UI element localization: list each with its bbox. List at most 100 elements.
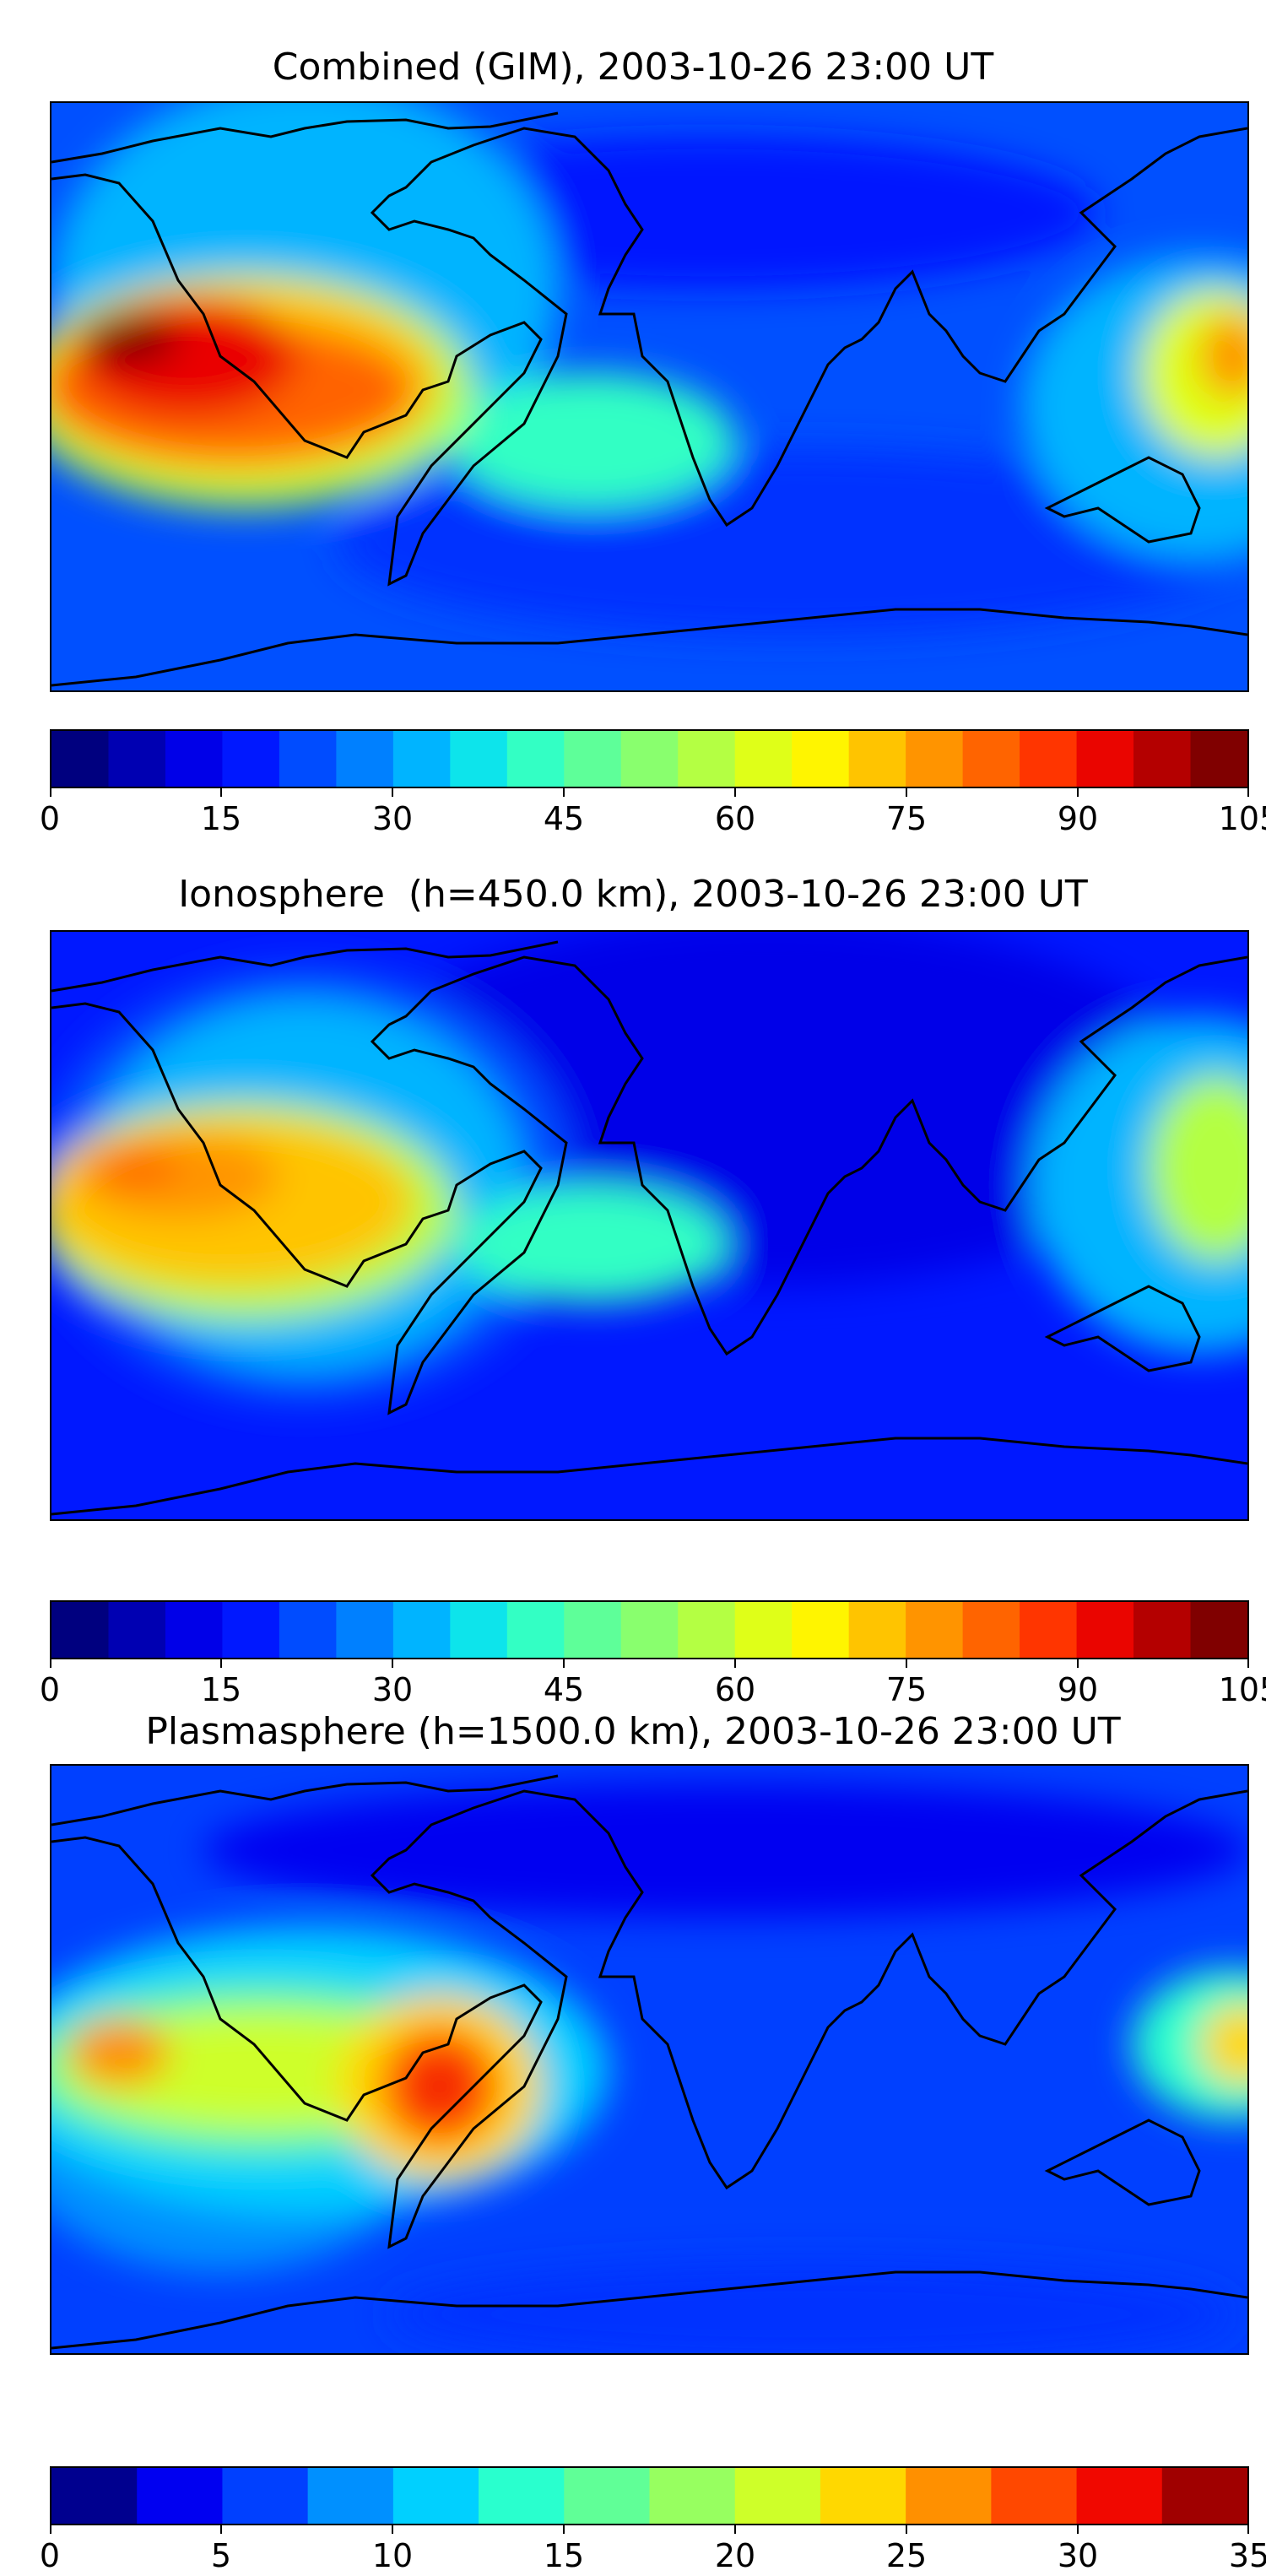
panel-plasmasphere: Plasmasphere (h=1500.0 km), 2003-10-26 2…	[0, 1688, 1266, 2574]
colorbar-tick-label: 30	[371, 800, 414, 837]
colorbar-tick	[734, 2525, 736, 2534]
colorbar-segment	[1076, 2468, 1163, 2524]
colorbar-tick-label: 30	[371, 1671, 414, 1708]
colorbar-segment	[222, 731, 280, 787]
colorbar-segment	[336, 731, 394, 787]
colorbar-tick	[563, 788, 565, 797]
colorbar-segment	[479, 2468, 565, 2524]
colorbar-tick-label: 45	[543, 800, 585, 837]
colorbar-segment	[108, 1602, 166, 1658]
colorbar-segment	[649, 2468, 736, 2524]
colorbar-tick	[563, 2525, 565, 2534]
colorbar-segment	[792, 731, 850, 787]
tec-map-ionosphere	[50, 930, 1249, 1521]
colorbar-tick-label: 90	[1057, 1671, 1099, 1708]
colorbar-tick-label: 25	[885, 2537, 928, 2574]
colorbar-tick	[563, 1659, 565, 1668]
colorbar-segment	[734, 1602, 793, 1658]
colorbar-segment	[1133, 731, 1192, 787]
colorbar-tick	[1247, 1659, 1249, 1668]
colorbar-segment	[450, 731, 508, 787]
map-title: Ionosphere (h=450.0 km), 2003-10-26 23:0…	[178, 873, 1088, 916]
colorbar-segment	[392, 1602, 451, 1658]
colorbar-segment	[165, 1602, 224, 1658]
colorbar-segment	[564, 2468, 651, 2524]
colorbar-segment	[962, 1602, 1020, 1658]
colorbar-tick-label: 45	[543, 1671, 585, 1708]
colorbar-tick	[50, 788, 51, 797]
colorbar-segment	[991, 2468, 1078, 2524]
colorbar-segment	[506, 731, 565, 787]
colorbar-segment	[279, 1602, 337, 1658]
colorbar-tick	[220, 788, 222, 797]
colorbar-segment	[1161, 2468, 1247, 2524]
colorbar-tick-label: 15	[200, 1671, 242, 1708]
colorbar-segment	[51, 731, 110, 787]
colorbar-segment	[792, 1602, 850, 1658]
colorbar-tick	[1077, 1659, 1079, 1668]
colorbar-segment	[222, 2468, 309, 2524]
colorbar-tick	[906, 1659, 907, 1668]
map-title: Combined (GIM), 2003-10-26 23:00 UT	[272, 46, 994, 89]
colorbar-tick	[1247, 788, 1249, 797]
colorbar-ticks: 0 15 30 45 60 75 90 105	[40, 788, 1266, 839]
colorbar-segment	[848, 731, 906, 787]
colorbar-segment	[678, 731, 736, 787]
colorbar	[50, 2466, 1249, 2525]
colorbar-tick	[1077, 2525, 1079, 2534]
colorbar-tick-label: 0	[39, 800, 61, 837]
colorbar-segment	[392, 2468, 479, 2524]
colorbar	[50, 1600, 1249, 1659]
colorbar-segment	[336, 1602, 394, 1658]
colorbar-ticks: 0 15 30 45 60 75 90 105	[40, 1659, 1266, 1710]
colorbar-ticks: 0 5 10 15 20 25 30 35	[40, 2525, 1266, 2576]
colorbar-segment	[848, 1602, 906, 1658]
colorbar-tick-label: 0	[39, 1671, 61, 1708]
colorbar-segment	[620, 1602, 679, 1658]
colorbar-tick-label: 105	[1218, 800, 1266, 837]
colorbar-tick	[392, 788, 393, 797]
colorbar-tick-label: 75	[885, 1671, 928, 1708]
colorbar-tick-label: 60	[714, 800, 756, 837]
tec-map-plasmasphere	[50, 1764, 1249, 2355]
colorbar-tick-label: 75	[885, 800, 928, 837]
colorbar-segment	[620, 731, 679, 787]
colorbar-tick	[906, 788, 907, 797]
colorbar-segment	[506, 1602, 565, 1658]
colorbar-segment	[820, 2468, 906, 2524]
colorbar-tick-label: 15	[200, 800, 242, 837]
colorbar-segment	[962, 731, 1020, 787]
colorbar-segment	[564, 731, 622, 787]
colorbar-segment	[1190, 731, 1247, 787]
colorbar-tick-label: 35	[1228, 2537, 1266, 2574]
colorbar-tick	[220, 2525, 222, 2534]
colorbar-segment	[1020, 1602, 1078, 1658]
colorbar-segment	[906, 1602, 964, 1658]
colorbar-segment	[1020, 731, 1078, 787]
colorbar-tick-label: 90	[1057, 800, 1099, 837]
colorbar-tick-label: 5	[210, 2537, 232, 2574]
colorbar-segment	[906, 2468, 992, 2524]
colorbar-tick	[1077, 788, 1079, 797]
colorbar-tick-label: 20	[714, 2537, 756, 2574]
colorbar-segment	[222, 1602, 280, 1658]
colorbar-tick	[392, 1659, 393, 1668]
colorbar-segment	[906, 731, 964, 787]
panel-combined-gim: Combined (GIM), 2003-10-26 23:00 UT	[0, 0, 1266, 844]
colorbar-segment	[392, 731, 451, 787]
colorbar-segment	[51, 2468, 138, 2524]
colorbar-tick	[392, 2525, 393, 2534]
colorbar-segment	[51, 1602, 110, 1658]
colorbar-segment	[678, 1602, 736, 1658]
colorbar-segment	[279, 731, 337, 787]
colorbar-tick-label: 10	[371, 2537, 414, 2574]
colorbar-segment	[450, 1602, 508, 1658]
panel-ionosphere: Ionosphere (h=450.0 km), 2003-10-26 23:0…	[0, 844, 1266, 1708]
colorbar-segment	[307, 2468, 394, 2524]
colorbar-segment	[1076, 731, 1134, 787]
colorbar-segment	[165, 731, 224, 787]
colorbar-tick	[1247, 2525, 1249, 2534]
colorbar-tick-label: 15	[543, 2537, 585, 2574]
colorbar-tick	[906, 2525, 907, 2534]
colorbar-segment	[734, 731, 793, 787]
